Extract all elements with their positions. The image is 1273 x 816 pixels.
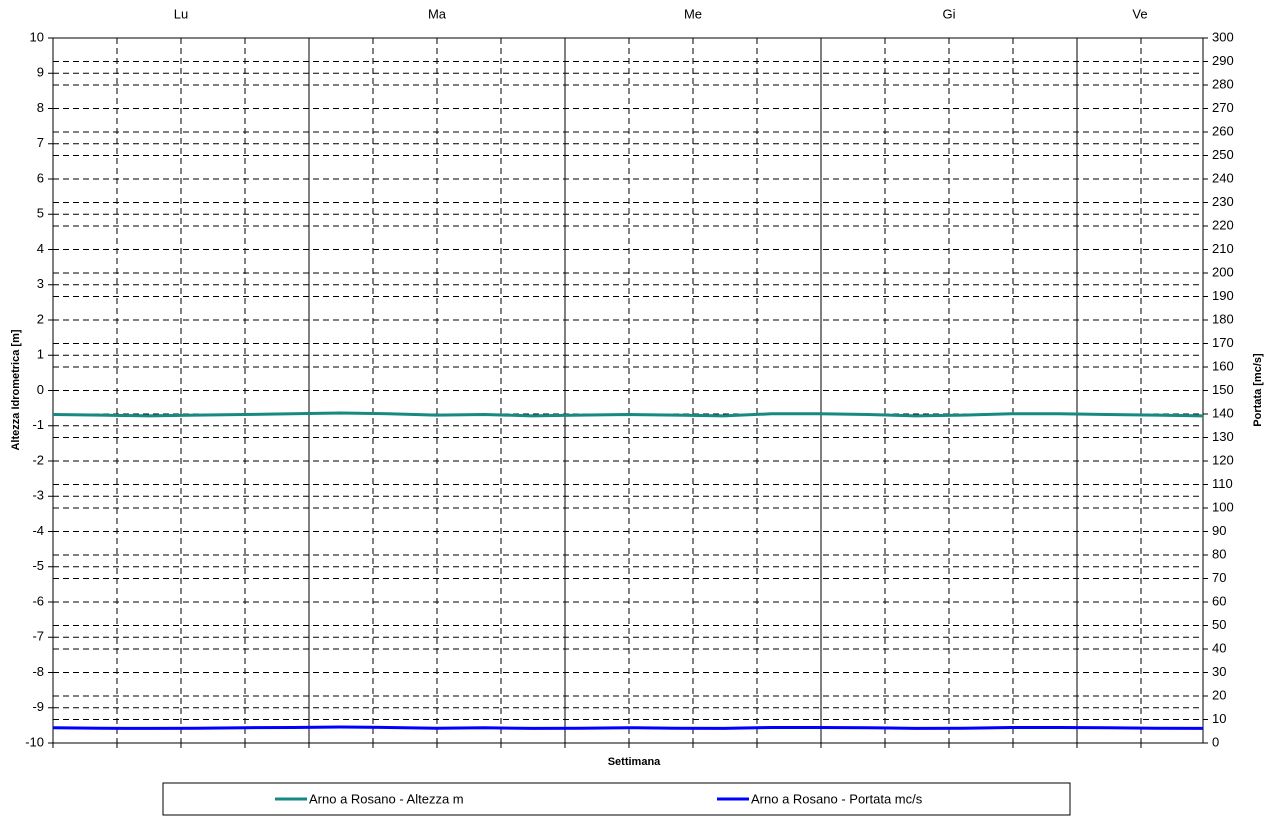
y2-tick-label: 10 bbox=[1212, 711, 1226, 726]
y2-tick-label: 220 bbox=[1212, 217, 1234, 232]
legend-label: Arno a Rosano - Portata mc/s bbox=[751, 791, 923, 806]
y2-tick-label: 260 bbox=[1212, 123, 1234, 138]
y-tick-label: 10 bbox=[30, 29, 44, 44]
y-axis-title: Altezza Idrometrica [m] bbox=[10, 329, 22, 450]
y-tick-label: -9 bbox=[32, 699, 44, 714]
y2-tick-label: 190 bbox=[1212, 288, 1234, 303]
y2-tick-label: 300 bbox=[1212, 29, 1234, 44]
y-tick-label: 0 bbox=[37, 382, 44, 397]
y-tick-label: 4 bbox=[37, 241, 44, 256]
y-tick-label: -5 bbox=[32, 558, 44, 573]
y2-tick-label: 50 bbox=[1212, 617, 1226, 632]
legend-box bbox=[162, 782, 1071, 816]
y2-tick-label: 290 bbox=[1212, 53, 1234, 68]
y2-tick-label: 280 bbox=[1212, 76, 1234, 91]
y2-tick-label: 80 bbox=[1212, 546, 1226, 561]
series-line bbox=[52, 411, 1204, 418]
y-tick-label: 5 bbox=[37, 206, 44, 221]
y-tick-label: 2 bbox=[37, 311, 44, 326]
y2-tick-label: 240 bbox=[1212, 170, 1234, 185]
y2-tick-label: 60 bbox=[1212, 593, 1226, 608]
y-tick-label: -6 bbox=[32, 593, 44, 608]
y2-tick-label: 120 bbox=[1212, 452, 1234, 467]
y-tick-label: -7 bbox=[32, 629, 44, 644]
x-tick-label: Me bbox=[684, 6, 702, 21]
y2-tick-label: 140 bbox=[1212, 405, 1234, 420]
y2-tick-label: 160 bbox=[1212, 358, 1234, 373]
y2-tick-label: 70 bbox=[1212, 570, 1226, 585]
x-tick-label: Gi bbox=[943, 6, 956, 21]
y2-tick-label: 110 bbox=[1212, 476, 1233, 491]
plot-frame bbox=[52, 37, 1204, 744]
y2-axis-title: Portata [mc/s] bbox=[1252, 353, 1264, 427]
y2-tick-label: 90 bbox=[1212, 523, 1226, 538]
y2-tick-label: 100 bbox=[1212, 499, 1234, 514]
y2-tick-label: 40 bbox=[1212, 640, 1226, 655]
y2-tick-label: 170 bbox=[1212, 335, 1234, 350]
y2-tick-label: 270 bbox=[1212, 100, 1234, 115]
y2-tick-label: 0 bbox=[1212, 734, 1219, 749]
x-tick-label: Ma bbox=[428, 6, 447, 21]
y-tick-label: -2 bbox=[32, 452, 44, 467]
y-tick-label: 1 bbox=[37, 347, 44, 362]
y2-tick-label: 210 bbox=[1212, 241, 1234, 256]
y2-tick-label: 130 bbox=[1212, 429, 1234, 444]
y-tick-label: -1 bbox=[32, 417, 44, 432]
y2-tick-label: 200 bbox=[1212, 264, 1234, 279]
x-tick-label: Ve bbox=[1132, 6, 1147, 21]
y2-tick-label: 230 bbox=[1212, 194, 1234, 209]
y2-tick-label: 20 bbox=[1212, 687, 1226, 702]
legend-label: Arno a Rosano - Altezza m bbox=[309, 791, 464, 806]
y2-tick-label: 150 bbox=[1212, 382, 1234, 397]
y-tick-label: -8 bbox=[32, 664, 44, 679]
x-axis-title: Settimana bbox=[608, 756, 661, 768]
y-tick-label: 7 bbox=[37, 135, 44, 150]
series-line bbox=[52, 725, 1204, 730]
y-tick-label: -4 bbox=[32, 523, 44, 538]
x-tick-label: Lu bbox=[174, 6, 188, 21]
y-tick-label: 9 bbox=[37, 65, 44, 80]
y-tick-label: 8 bbox=[37, 100, 44, 115]
y-tick-label: 6 bbox=[37, 170, 44, 185]
y-tick-label: -10 bbox=[25, 734, 44, 749]
y-tick-label: 3 bbox=[37, 276, 44, 291]
y2-tick-label: 250 bbox=[1212, 147, 1234, 162]
y2-tick-label: 180 bbox=[1212, 311, 1234, 326]
y-tick-label: -3 bbox=[32, 488, 44, 503]
y2-tick-label: 30 bbox=[1212, 664, 1226, 679]
